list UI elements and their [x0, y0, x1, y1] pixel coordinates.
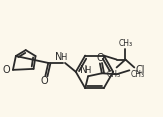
Text: Cl: Cl: [135, 65, 145, 75]
Text: N: N: [55, 52, 63, 62]
Text: CH₃: CH₃: [118, 39, 133, 48]
Text: O: O: [2, 65, 10, 75]
Text: H: H: [60, 53, 66, 62]
Text: CH₃: CH₃: [107, 70, 121, 79]
Text: O: O: [41, 76, 48, 86]
Text: N: N: [80, 65, 87, 75]
Text: CH₃: CH₃: [130, 70, 144, 79]
Text: O: O: [96, 53, 104, 63]
Text: H: H: [84, 66, 90, 75]
